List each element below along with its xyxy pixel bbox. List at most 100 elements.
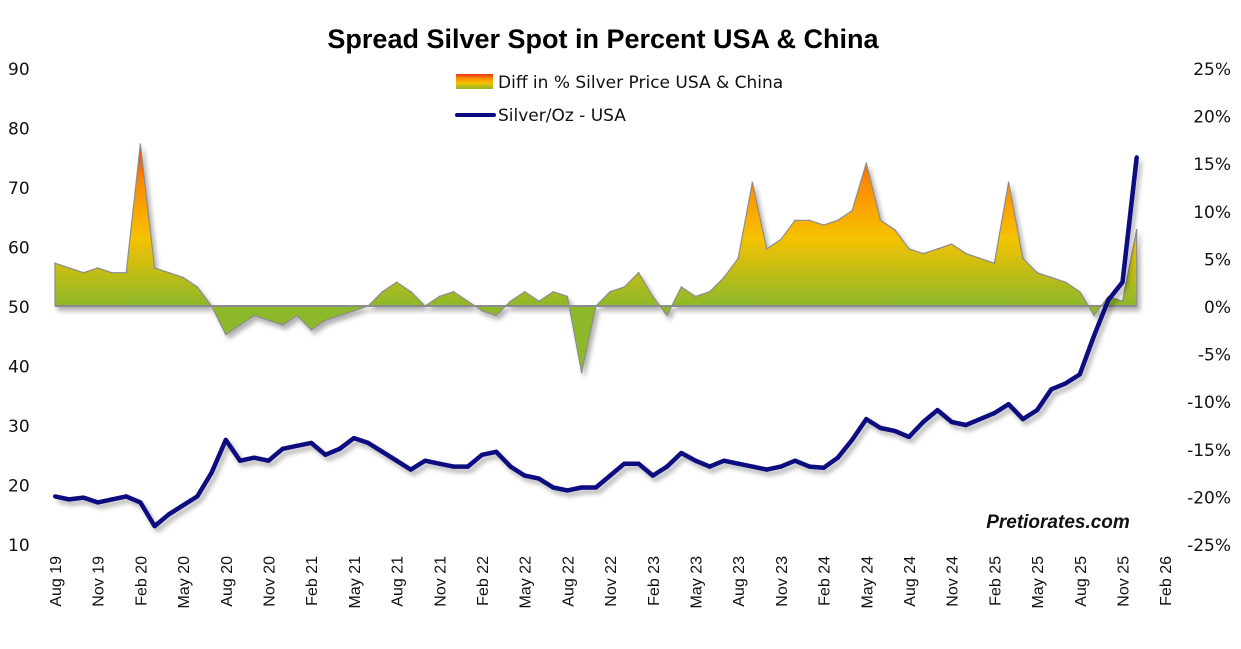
legend-label-spread: Diff in % Silver Price USA & China bbox=[498, 73, 783, 93]
chart-title: Spread Silver Spot in Percent USA & Chin… bbox=[327, 24, 879, 54]
silver-point bbox=[707, 464, 712, 469]
x-tick-label: Aug 24 bbox=[902, 556, 919, 607]
silver-point bbox=[408, 467, 413, 472]
spread-point bbox=[893, 229, 896, 231]
spread-point bbox=[708, 290, 711, 293]
y-left-tick-label: 70 bbox=[8, 179, 30, 199]
spread-point bbox=[737, 257, 739, 260]
silver-point bbox=[294, 443, 299, 448]
y-right-tick-label: 10% bbox=[1193, 203, 1231, 223]
silver-point bbox=[878, 425, 883, 430]
spread-point bbox=[410, 290, 412, 293]
silver-point bbox=[366, 440, 371, 445]
y-left-tick-label: 10 bbox=[8, 536, 30, 556]
spread-point bbox=[993, 262, 996, 264]
spread-point bbox=[424, 305, 426, 307]
silver-point bbox=[152, 524, 157, 529]
x-tick-label: Nov 22 bbox=[603, 556, 620, 607]
spread-point bbox=[495, 314, 498, 317]
silver-point bbox=[821, 465, 826, 470]
spread-point bbox=[253, 314, 256, 317]
silver-point bbox=[508, 464, 513, 469]
spread-point bbox=[1036, 271, 1038, 274]
spread-point bbox=[438, 295, 441, 298]
silver-point bbox=[935, 408, 940, 413]
silver-point bbox=[864, 417, 869, 422]
silver-point bbox=[593, 485, 598, 490]
spread-point bbox=[1121, 300, 1124, 303]
spread-point bbox=[182, 276, 184, 279]
spread-point bbox=[239, 324, 241, 326]
silver-point bbox=[423, 458, 428, 463]
x-tick-label: Nov 21 bbox=[432, 556, 449, 607]
x-tick-label: May 25 bbox=[1030, 556, 1047, 609]
spread-point bbox=[666, 314, 668, 317]
silver-point bbox=[907, 434, 911, 439]
silver-point bbox=[480, 452, 484, 457]
silver-point bbox=[1134, 155, 1139, 160]
watermark: Pretiorates.com bbox=[986, 512, 1130, 533]
y-right-tick-label: -10% bbox=[1187, 393, 1231, 413]
spread-points bbox=[54, 143, 1138, 374]
y-left-tick-label: 30 bbox=[8, 417, 30, 437]
x-tick-label: Nov 25 bbox=[1116, 556, 1133, 607]
silver-point bbox=[536, 476, 541, 481]
silver-point bbox=[1106, 298, 1111, 303]
silver-point bbox=[650, 473, 655, 478]
x-tick-label: Aug 25 bbox=[1073, 556, 1090, 607]
x-tick-label: Aug 19 bbox=[48, 556, 65, 607]
silver-point bbox=[622, 461, 627, 466]
x-tick-label: Nov 20 bbox=[262, 556, 279, 607]
spread-point bbox=[936, 248, 939, 250]
silver-point bbox=[53, 494, 57, 499]
spread-point bbox=[509, 300, 512, 303]
silver-point bbox=[1049, 387, 1054, 392]
silver-point bbox=[223, 437, 228, 442]
spread-point bbox=[68, 267, 71, 269]
silver-point bbox=[380, 449, 385, 454]
y-right-tick-label: 15% bbox=[1193, 155, 1231, 175]
silver-point bbox=[95, 500, 100, 505]
silver-point bbox=[451, 464, 456, 469]
y-left-tick-label: 90 bbox=[8, 60, 30, 80]
legend-swatch-spread bbox=[456, 74, 493, 89]
y-axis-right: -25% -20% -15% -10% -5% 0% 5% 10% 15% 20% 25% bbox=[1187, 60, 1231, 556]
silver-point bbox=[963, 423, 968, 427]
spread-point bbox=[82, 271, 85, 274]
silver-point bbox=[721, 458, 726, 463]
silver-point bbox=[252, 455, 257, 460]
silver-point bbox=[1035, 408, 1040, 413]
x-tick-label: May 20 bbox=[176, 556, 193, 609]
y-right-tick-label: -15% bbox=[1187, 441, 1231, 461]
silver-point bbox=[978, 417, 983, 422]
spread-point bbox=[1079, 290, 1081, 293]
spread-point bbox=[865, 162, 868, 164]
spread-point bbox=[395, 281, 398, 284]
x-tick-label: Aug 21 bbox=[390, 556, 407, 607]
silver-point bbox=[337, 446, 342, 451]
spread-point bbox=[1135, 229, 1138, 231]
spread-point bbox=[965, 252, 967, 255]
spread-point bbox=[808, 219, 811, 222]
spread-point bbox=[96, 267, 99, 269]
silver-point bbox=[579, 485, 584, 490]
spread-point bbox=[979, 257, 981, 260]
spread-point bbox=[225, 333, 227, 336]
silver-point bbox=[266, 458, 271, 463]
silver-point bbox=[465, 464, 470, 469]
silver-point bbox=[181, 503, 186, 508]
x-tick-label: Feb 25 bbox=[987, 556, 1004, 606]
silver-point bbox=[636, 461, 641, 466]
spread-point bbox=[637, 271, 640, 274]
y-axis-left: 10 20 30 40 50 60 70 80 90 bbox=[8, 60, 30, 556]
spread-point bbox=[851, 210, 853, 212]
legend-label-silver: Silver/Oz - USA bbox=[498, 106, 626, 126]
silver-point bbox=[850, 437, 855, 442]
spread-point bbox=[822, 224, 825, 226]
silver-point bbox=[138, 500, 143, 505]
y-right-tick-label: 20% bbox=[1193, 108, 1231, 128]
x-tick-label: Feb 21 bbox=[304, 556, 321, 606]
spread-point bbox=[196, 286, 199, 288]
y-right-tick-label: 25% bbox=[1193, 60, 1231, 80]
